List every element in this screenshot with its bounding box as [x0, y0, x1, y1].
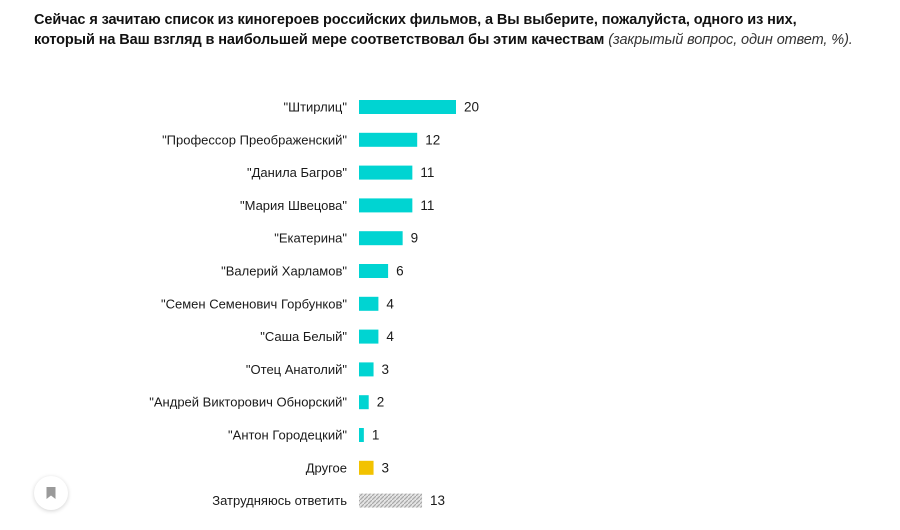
category-label: "Данила Багров" [247, 165, 347, 180]
value-label: 3 [382, 362, 390, 377]
bar [359, 395, 369, 410]
category-label: "Валерий Харламов" [221, 264, 347, 279]
value-label: 20 [464, 100, 479, 115]
category-label: "Саша Белый" [260, 329, 347, 344]
value-label: 11 [420, 165, 434, 180]
category-label: "Екатерина" [274, 231, 347, 246]
bar [359, 264, 389, 278]
value-label: 11 [420, 198, 434, 213]
question-text: Сейчас я зачитаю список из киногероев ро… [34, 12, 797, 48]
chart-title: Сейчас я зачитаю список из киногероев ро… [34, 10, 854, 50]
bar [359, 329, 379, 344]
category-label: "Штирлиц" [284, 100, 348, 115]
bar [359, 100, 456, 114]
value-label: 4 [386, 296, 394, 311]
bar [359, 231, 403, 246]
bookmark-icon [46, 487, 56, 499]
bookmark-button[interactable] [34, 476, 68, 510]
value-label: 2 [377, 395, 385, 410]
value-label: 9 [411, 231, 419, 246]
category-label: "Андрей Викторович Обнорский" [149, 395, 347, 410]
value-label: 4 [386, 329, 394, 344]
bar [359, 296, 379, 311]
value-label: 6 [396, 264, 404, 279]
category-label: "Антон Городецкий" [228, 428, 347, 443]
value-label: 13 [430, 493, 445, 508]
bar [359, 428, 364, 442]
bar [359, 198, 413, 213]
bar [359, 460, 374, 475]
category-label: Затрудняюсь ответить [212, 493, 347, 508]
value-label: 3 [382, 460, 390, 475]
bar [359, 132, 418, 147]
category-label: "Семен Семенович Горбунков" [161, 296, 347, 311]
bar [359, 362, 374, 377]
value-label: 12 [425, 132, 440, 147]
category-label: "Профессор Преображенский" [162, 132, 347, 147]
question-note: (закрытый вопрос, один ответ, %). [608, 32, 853, 48]
category-label: "Отец Анатолий" [246, 362, 347, 377]
category-label: Другое [306, 460, 347, 475]
bar [359, 493, 423, 508]
category-label: "Мария Швецова" [240, 198, 347, 213]
value-label: 1 [372, 428, 380, 443]
bar [359, 165, 413, 180]
